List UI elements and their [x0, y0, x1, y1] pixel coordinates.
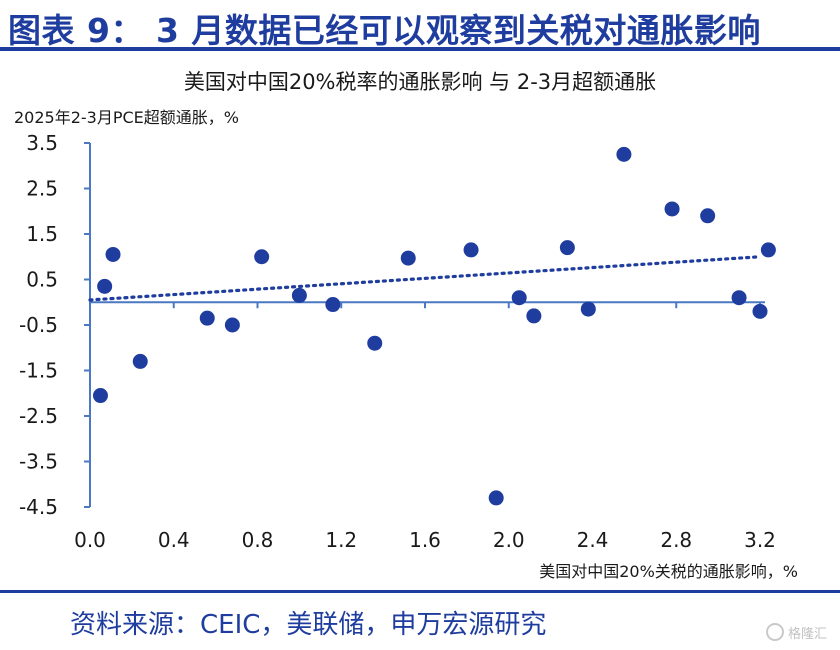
data-point	[463, 242, 479, 258]
data-point	[760, 242, 776, 258]
data-point	[199, 310, 215, 326]
x-tick-label: 0.8	[242, 528, 274, 552]
watermark-icon	[766, 623, 784, 641]
x-tick-label: 0.4	[158, 528, 190, 552]
y-tick-label: -3.5	[19, 450, 58, 474]
y-tick-label: -2.5	[19, 404, 58, 428]
data-point	[254, 249, 270, 265]
data-point	[731, 290, 747, 306]
y-tick-label: -1.5	[19, 359, 58, 383]
data-point	[752, 303, 768, 319]
y-tick-label: 3.5	[26, 131, 58, 155]
data-point	[700, 208, 716, 224]
data-point	[526, 308, 542, 324]
data-point	[580, 301, 596, 317]
figure-title: 图表 9： 3 月数据已经可以观察到关税对通胀影响	[8, 11, 761, 50]
data-point	[559, 240, 575, 256]
y-tick-label: 2.5	[26, 177, 58, 201]
y-axis-label: 2025年2-3月PCE超额通胀，%	[14, 108, 239, 127]
data-point	[367, 335, 383, 351]
data-point	[488, 490, 504, 506]
y-tick-label: 1.5	[26, 222, 58, 246]
data-point	[224, 317, 240, 333]
data-point	[105, 246, 121, 262]
watermark-logo: 格隆汇	[766, 620, 830, 644]
x-tick-label: 2.0	[493, 528, 525, 552]
x-tick-label: 2.4	[577, 528, 609, 552]
y-tick-label: 0.5	[26, 268, 58, 292]
data-point	[511, 290, 527, 306]
x-tick-label: 3.2	[744, 528, 776, 552]
report-header: 图表 9： 3 月数据已经可以观察到关税对通胀影响	[0, 0, 840, 51]
x-tick-label: 1.2	[325, 528, 357, 552]
x-axis-label: 美国对中国20%关税的通胀影响，%	[539, 562, 798, 581]
chart-title: 美国对中国20%税率的通胀影响 与 2-3月超额通胀	[183, 70, 657, 94]
y-tick-label: -0.5	[19, 313, 58, 337]
data-point	[325, 297, 341, 313]
y-tick-label: -4.5	[19, 495, 58, 519]
data-point	[400, 250, 416, 266]
x-tick-label: 1.6	[409, 528, 441, 552]
data-point	[132, 353, 148, 369]
source-note: 资料来源：CEIC，美联储，申万宏源研究	[70, 610, 547, 640]
footer-divider	[0, 590, 840, 593]
data-point	[92, 388, 108, 404]
scatter-plot: 3.5 2.5 1.5 0.5 -0.5 -1.5 -2.5 -3.5 -4.5 0.0 0.4 0.…	[19, 131, 776, 552]
header-divider	[0, 47, 840, 51]
watermark-text: 格隆汇	[788, 626, 828, 642]
data-point	[97, 278, 113, 294]
data-point	[664, 201, 680, 217]
data-point	[291, 287, 307, 303]
x-tick-label: 2.8	[660, 528, 692, 552]
data-point	[616, 146, 632, 162]
x-tick-label: 0.0	[74, 528, 106, 552]
trend-line	[88, 255, 762, 302]
